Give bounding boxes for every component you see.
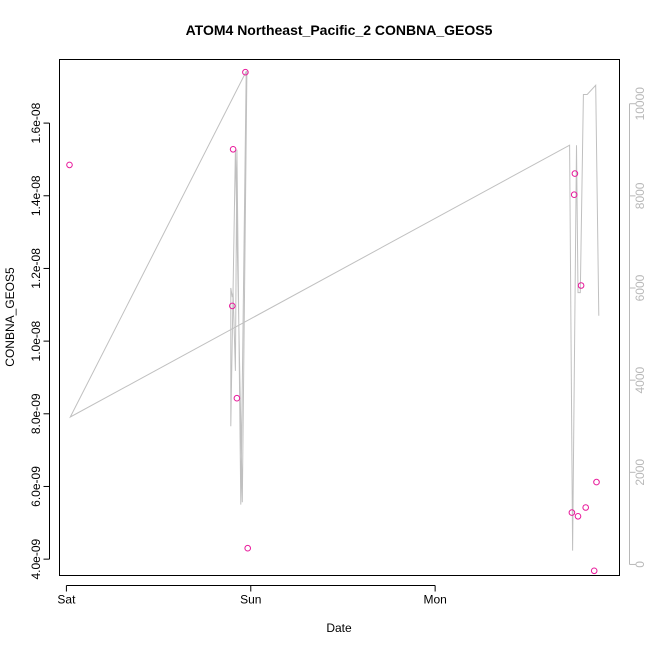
y-tick-label: 1.2e-08 (29, 248, 43, 289)
data-point (568, 509, 576, 516)
y-tick-label: 8.0e-09 (29, 393, 43, 434)
y-tick-label: 1.4e-08 (29, 175, 43, 216)
y-tick-label: 4.0e-09 (29, 538, 43, 579)
altitude-series (69, 71, 600, 551)
data-point (229, 302, 236, 310)
y2-tick-label: 8000 (633, 182, 647, 209)
y2-tick-label: 4000 (633, 366, 647, 393)
x-tick-label: Sun (240, 593, 261, 607)
data-point (242, 68, 249, 76)
x-axis-label: Date (326, 621, 352, 635)
y2-tick-label: 0 (633, 561, 647, 568)
plot-area (59, 59, 620, 576)
data-point (571, 170, 579, 177)
y2-tick-label: 10000 (633, 87, 647, 121)
data-point (582, 504, 590, 511)
y-tick-label: 6.0e-09 (29, 466, 43, 507)
x-tick-label: Sat (57, 593, 76, 607)
y2-tick-label: 2000 (633, 459, 647, 486)
data-point (590, 567, 598, 575)
data-point (593, 478, 600, 486)
y-tick-label: 1.6e-08 (29, 102, 43, 143)
data-point (244, 544, 251, 552)
data-points (66, 68, 600, 575)
altitude-line (69, 71, 600, 551)
data-point (66, 161, 73, 169)
x-axis: Sat Sun Mon (57, 585, 447, 607)
y-axis: 4.0e-09 6.0e-09 8.0e-09 1.0e-08 1.2e-08 1.4e-… (29, 102, 50, 579)
y2-axis: 0 2000 4000 6000 8000 10000 (629, 87, 647, 568)
data-point (570, 191, 578, 198)
x-tick-label: Mon (423, 593, 446, 607)
data-point (574, 513, 582, 520)
y-tick-label: 1.0e-08 (29, 320, 43, 361)
chart-title: ATOM4 Northeast_Pacific_2 CONBNA_GEOS5 (186, 22, 493, 38)
data-point (577, 282, 585, 289)
y2-tick-label: 6000 (633, 274, 647, 301)
data-point (233, 394, 241, 402)
data-point (229, 146, 237, 153)
y-axis-label: CONBNA_GEOS5 (3, 267, 17, 367)
